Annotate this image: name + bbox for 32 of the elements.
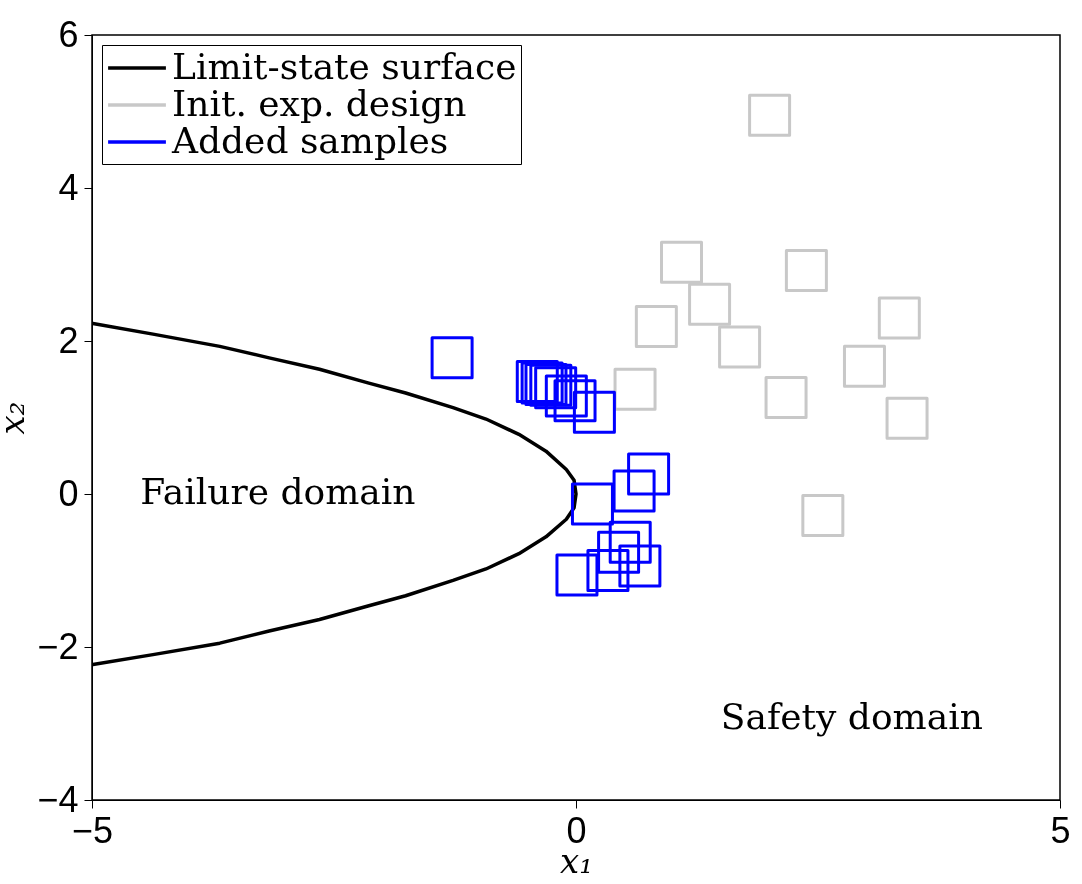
point bbox=[885, 396, 929, 440]
point bbox=[553, 379, 597, 423]
y-tick-label: 0 bbox=[58, 472, 79, 514]
point bbox=[627, 452, 671, 496]
point bbox=[572, 390, 616, 434]
annotation: Safety domain bbox=[720, 696, 983, 738]
point bbox=[784, 249, 828, 293]
point bbox=[688, 282, 732, 326]
point bbox=[718, 325, 762, 369]
annotation: Failure domain bbox=[140, 471, 416, 513]
point bbox=[597, 530, 641, 574]
point bbox=[618, 544, 662, 588]
y-tick-label: 2 bbox=[58, 319, 79, 361]
point bbox=[877, 296, 921, 340]
x-tick-label: 5 bbox=[1050, 809, 1071, 851]
point bbox=[842, 344, 886, 388]
y-tick-label: 4 bbox=[58, 166, 79, 208]
y-axis-title: x₂ bbox=[0, 401, 33, 435]
point bbox=[544, 374, 588, 418]
point bbox=[764, 376, 808, 420]
point bbox=[570, 482, 614, 526]
point bbox=[608, 520, 652, 564]
point bbox=[555, 553, 599, 597]
y-tick-label: 6 bbox=[58, 13, 79, 55]
point bbox=[801, 493, 845, 537]
point bbox=[586, 549, 630, 592]
y-tick-label: −2 bbox=[37, 625, 79, 667]
point bbox=[612, 469, 656, 513]
point bbox=[748, 93, 792, 137]
point bbox=[430, 336, 474, 380]
point bbox=[634, 304, 678, 348]
point bbox=[660, 240, 704, 284]
